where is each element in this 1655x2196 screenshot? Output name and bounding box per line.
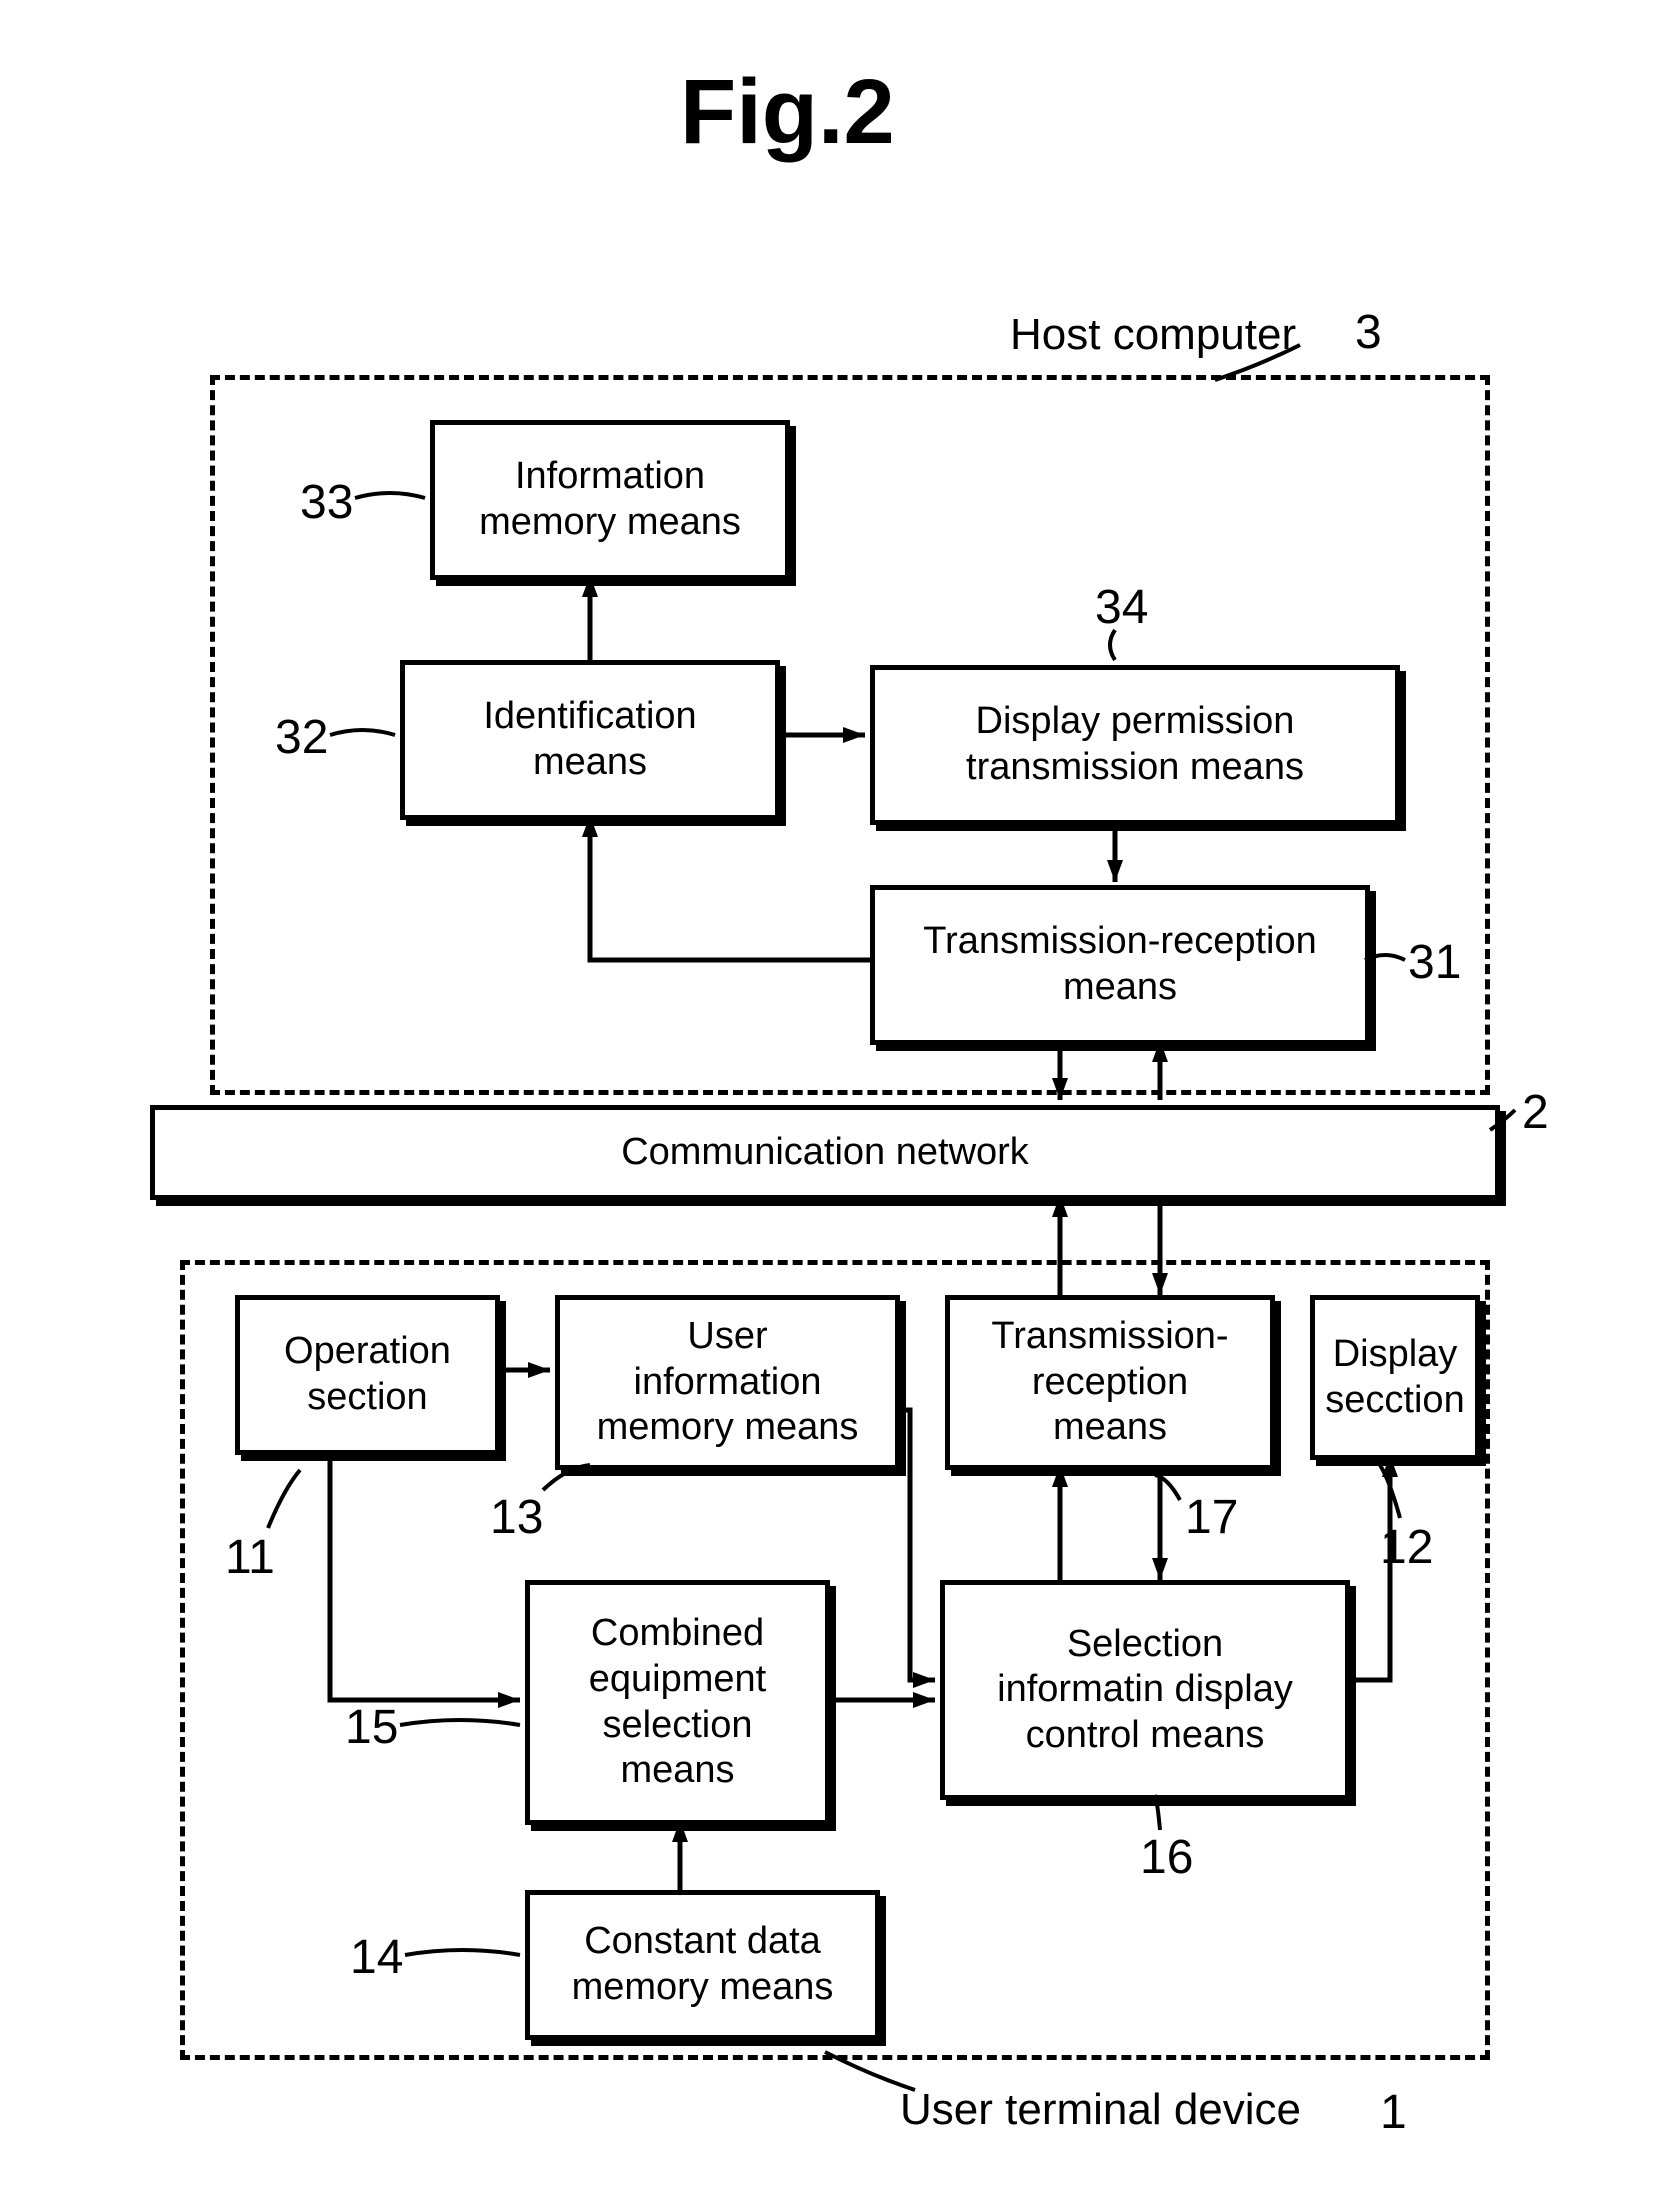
box-text: Transmission-receptionmeans bbox=[991, 1314, 1228, 1451]
ref-num-33: 33 bbox=[300, 475, 353, 530]
box-text: Constant datamemory means bbox=[572, 1919, 834, 2010]
box-text: Display permissiontransmission means bbox=[966, 699, 1304, 790]
box-constant-data-memory-means: Constant datamemory means bbox=[525, 1890, 880, 2040]
ref-num-14: 14 bbox=[350, 1930, 403, 1985]
ref-num-13: 13 bbox=[490, 1490, 543, 1545]
ref-num-32: 32 bbox=[275, 710, 328, 765]
box-text: Informationmemory means bbox=[479, 454, 741, 545]
box-combined-equipment-selection-means: Combinedequipmentselectionmeans bbox=[525, 1580, 830, 1825]
ref-num-12: 12 bbox=[1380, 1520, 1433, 1575]
ref-num-3: 3 bbox=[1355, 305, 1382, 360]
box-display-permission-transmission-means: Display permissiontransmission means bbox=[870, 665, 1400, 825]
box-text: Identificationmeans bbox=[483, 694, 696, 785]
ref-num-17: 17 bbox=[1185, 1490, 1238, 1545]
host-computer-label: Host computer bbox=[1010, 310, 1296, 360]
box-user-information-memory-means: Userinformationmemory means bbox=[555, 1295, 900, 1470]
network-label: Communication network bbox=[621, 1130, 1029, 1176]
ref-num-11: 11 bbox=[225, 1530, 275, 1585]
box-text: Combinedequipmentselectionmeans bbox=[589, 1611, 766, 1793]
box-operation-section: Operationsection bbox=[235, 1295, 500, 1455]
box-text: Operationsection bbox=[284, 1329, 451, 1420]
ref-num-31: 31 bbox=[1408, 935, 1461, 990]
box-display-section: Displaysecction bbox=[1310, 1295, 1480, 1460]
box-text: Transmission-receptionmeans bbox=[923, 919, 1317, 1010]
user-terminal-label: User terminal device bbox=[900, 2085, 1301, 2135]
box-transmission-reception-means-host: Transmission-receptionmeans bbox=[870, 885, 1370, 1045]
figure-title: Fig.2 bbox=[680, 60, 895, 165]
box-identification-means: Identificationmeans bbox=[400, 660, 780, 820]
box-text: Selectioninformatin displaycontrol means bbox=[997, 1622, 1293, 1759]
box-selection-information-display-control-means: Selectioninformatin displaycontrol means bbox=[940, 1580, 1350, 1800]
ref-num-1: 1 bbox=[1380, 2085, 1407, 2140]
communication-network-box: Communication network bbox=[150, 1105, 1500, 1200]
ref-num-34: 34 bbox=[1095, 580, 1148, 635]
box-information-memory-means: Informationmemory means bbox=[430, 420, 790, 580]
ref-num-2: 2 bbox=[1522, 1085, 1549, 1140]
ref-num-15: 15 bbox=[345, 1700, 398, 1755]
box-transmission-reception-means-user: Transmission-receptionmeans bbox=[945, 1295, 1275, 1470]
ref-num-16: 16 bbox=[1140, 1830, 1193, 1885]
box-text: Userinformationmemory means bbox=[597, 1314, 859, 1451]
box-text: Displaysecction bbox=[1325, 1332, 1464, 1423]
